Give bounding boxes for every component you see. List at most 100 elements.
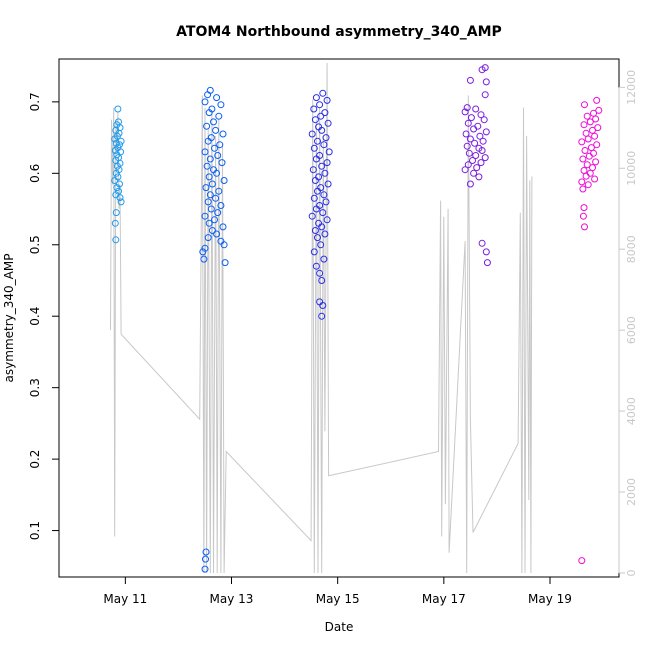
data-point-series-4 bbox=[469, 157, 476, 164]
data-point-series-3 bbox=[321, 109, 329, 117]
y-tick-label: 0.4 bbox=[28, 307, 42, 326]
data-point-series-2 bbox=[201, 98, 209, 106]
data-point-series-5 bbox=[582, 129, 590, 137]
data-point-series-3 bbox=[316, 269, 324, 277]
data-point-series-1 bbox=[112, 236, 120, 244]
data-point-series-2 bbox=[213, 169, 221, 177]
data-point-series-1 bbox=[112, 169, 120, 177]
data-point-series-3 bbox=[309, 166, 317, 174]
data-point-series-2 bbox=[199, 248, 207, 256]
y2-tick-label: 10000 bbox=[625, 151, 638, 186]
data-point-series-4 bbox=[464, 119, 472, 127]
data-point-series-5 bbox=[579, 155, 587, 163]
scatter-points bbox=[111, 64, 603, 573]
data-point-series-5 bbox=[581, 147, 589, 154]
data-point-series-2 bbox=[219, 223, 227, 231]
data-point-series-2 bbox=[203, 162, 211, 170]
data-point-series-3 bbox=[324, 119, 332, 127]
data-point-series-2 bbox=[203, 122, 211, 130]
y-axis-right: 0 2000 4000 6000 8000 10000 12000 bbox=[618, 70, 638, 576]
data-point-series-2 bbox=[204, 91, 212, 99]
y-axis-title: asymmetry_340_AMP bbox=[2, 254, 16, 383]
data-point-series-5 bbox=[594, 124, 602, 132]
data-point-series-2 bbox=[204, 234, 212, 242]
data-point-series-3 bbox=[318, 162, 326, 170]
data-point-series-2 bbox=[205, 109, 213, 117]
data-point-series-4 bbox=[465, 149, 473, 157]
data-point-series-5 bbox=[589, 164, 596, 172]
data-point-series-3 bbox=[320, 191, 328, 199]
data-point-series-1 bbox=[114, 105, 122, 113]
data-point-series-3 bbox=[314, 137, 321, 145]
data-point-series-3 bbox=[323, 216, 331, 224]
data-point-series-5 bbox=[580, 121, 588, 129]
x-tick-label: May 13 bbox=[210, 592, 254, 606]
data-point-series-3 bbox=[320, 255, 328, 263]
data-point-series-2 bbox=[218, 159, 226, 167]
data-point-series-2 bbox=[211, 144, 218, 152]
data-point-series-4 bbox=[464, 161, 472, 169]
data-point-series-3 bbox=[311, 227, 319, 234]
y2-tick-label: 4000 bbox=[625, 397, 638, 425]
x-tick-label: May 17 bbox=[422, 592, 466, 606]
data-point-series-1 bbox=[113, 184, 121, 192]
data-point-series-4 bbox=[480, 116, 488, 124]
data-point-series-4 bbox=[463, 142, 471, 150]
data-point-series-3 bbox=[324, 180, 332, 188]
data-point-series-2 bbox=[205, 173, 213, 181]
data-point-series-2 bbox=[212, 194, 220, 202]
data-point-series-4 bbox=[478, 239, 486, 247]
data-point-series-5 bbox=[585, 152, 593, 160]
data-point-series-3 bbox=[312, 205, 320, 213]
data-point-series-3 bbox=[310, 144, 318, 152]
data-point-series-2 bbox=[202, 555, 209, 563]
data-point-series-4 bbox=[466, 76, 474, 84]
data-point-series-3 bbox=[311, 177, 319, 184]
data-point-series-3 bbox=[321, 169, 329, 177]
data-point-series-3 bbox=[312, 94, 320, 102]
data-point-series-5 bbox=[593, 141, 601, 149]
data-point-series-2 bbox=[219, 130, 227, 138]
y2-tick-label: 0 bbox=[625, 569, 638, 576]
data-point-series-3 bbox=[314, 234, 321, 242]
data-point-series-5 bbox=[595, 106, 603, 114]
data-point-series-2 bbox=[201, 565, 209, 573]
data-point-series-5 bbox=[581, 101, 588, 109]
data-point-series-2 bbox=[214, 209, 222, 217]
data-point-series-3 bbox=[310, 194, 318, 202]
data-point-series-4 bbox=[461, 166, 469, 174]
data-point-series-4 bbox=[475, 173, 483, 181]
data-point-series-5 bbox=[584, 181, 592, 189]
data-point-series-2 bbox=[220, 241, 228, 249]
data-point-series-3 bbox=[308, 130, 316, 138]
data-point-series-4 bbox=[482, 128, 490, 136]
data-point-series-3 bbox=[317, 241, 325, 249]
data-point-series-4 bbox=[478, 147, 486, 154]
data-point-series-5 bbox=[580, 204, 588, 212]
y2-tick-label: 8000 bbox=[625, 235, 638, 263]
data-point-series-1 bbox=[112, 209, 120, 217]
data-point-series-3 bbox=[317, 112, 325, 120]
data-point-series-3 bbox=[321, 230, 329, 238]
data-point-series-2 bbox=[217, 101, 225, 109]
data-point-series-2 bbox=[215, 112, 223, 120]
data-point-series-2 bbox=[220, 177, 228, 184]
data-point-series-4 bbox=[482, 248, 490, 256]
data-point-series-5 bbox=[586, 118, 594, 126]
data-point-series-1 bbox=[112, 139, 120, 147]
x-axis: May 11 May 13 May 15 May 17 May 19 bbox=[103, 576, 572, 606]
data-point-series-5 bbox=[592, 158, 600, 166]
data-point-series-5 bbox=[581, 223, 588, 231]
data-point-series-3 bbox=[312, 262, 320, 270]
data-point-series-3 bbox=[325, 148, 333, 156]
data-point-series-3 bbox=[318, 126, 326, 134]
data-point-series-2 bbox=[206, 155, 214, 163]
data-point-series-5 bbox=[578, 138, 586, 146]
data-point-series-3 bbox=[318, 277, 326, 284]
data-point-series-2 bbox=[214, 152, 222, 159]
data-point-series-5 bbox=[586, 169, 594, 177]
data-point-series-4 bbox=[483, 259, 491, 267]
data-point-series-5 bbox=[579, 212, 587, 220]
data-point-series-3 bbox=[310, 105, 318, 113]
data-point-series-5 bbox=[582, 172, 590, 180]
